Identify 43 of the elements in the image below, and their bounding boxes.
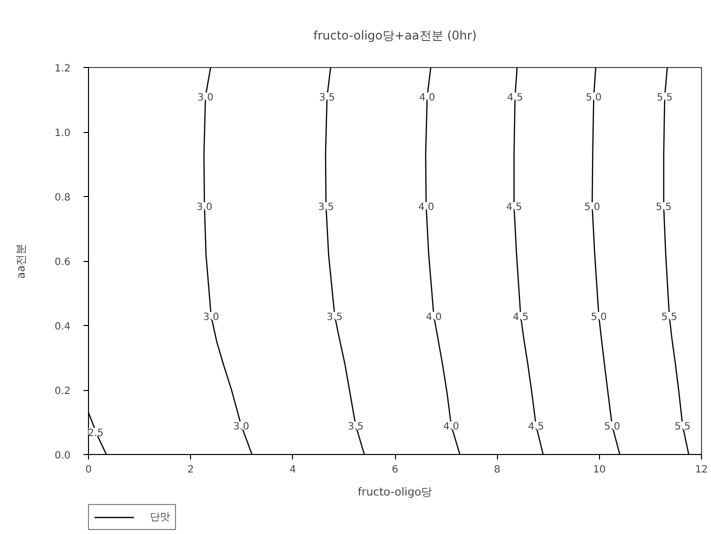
y-tick-label: 0.0 xyxy=(54,450,71,462)
annotation: 5.0 xyxy=(604,421,620,432)
y-axis-title: aa전분 xyxy=(14,243,28,279)
x-tick-label: 4 xyxy=(290,464,296,476)
annotation: 5.0 xyxy=(586,92,602,104)
annotation: 4.0 xyxy=(419,92,436,104)
legend-label: 단맛 xyxy=(150,511,170,524)
annotation: 4.0 xyxy=(443,421,460,432)
annotation: 3.0 xyxy=(233,421,250,432)
x-tick-label: 8 xyxy=(494,464,500,476)
annotation: 2.5 xyxy=(88,428,104,439)
annotation: 4.5 xyxy=(528,421,544,432)
annotation: 5.5 xyxy=(661,312,678,323)
annotation: 4.0 xyxy=(418,202,434,214)
annotation: 5.5 xyxy=(656,202,672,214)
annotation: 5.5 xyxy=(674,421,691,432)
annotation: 3.0 xyxy=(198,92,214,104)
x-tick-label: 12 xyxy=(695,464,708,476)
annotation: 3.5 xyxy=(326,312,343,323)
annotation: 5.0 xyxy=(584,202,600,214)
annotation: 3.0 xyxy=(196,202,212,214)
annotation: 3.5 xyxy=(319,92,336,104)
annotation: 3.5 xyxy=(318,202,334,214)
y-tick-label: 0.6 xyxy=(54,257,71,268)
annotation: 5.5 xyxy=(656,92,673,104)
annotation: 3.5 xyxy=(348,421,364,432)
y-tick-label: 0.8 xyxy=(54,192,71,204)
y-tick-label: 0.2 xyxy=(54,386,71,397)
y-tick-label: 1.0 xyxy=(54,128,71,139)
annotation: 3.0 xyxy=(203,312,220,323)
annotation: 4.5 xyxy=(507,92,523,104)
annotation: 4.5 xyxy=(506,202,522,214)
x-tick-label: 6 xyxy=(392,464,398,476)
annotation: 4.0 xyxy=(426,312,442,323)
y-tick-label: 0.4 xyxy=(54,322,71,332)
x-tick-label: 2 xyxy=(187,464,194,476)
x-tick-label: 10 xyxy=(592,464,606,476)
annotation: 4.5 xyxy=(512,312,529,323)
x-tick-label: 0 xyxy=(85,464,92,476)
x-axis-title: fructo-oligo당 xyxy=(358,486,432,498)
chart-title: fructo-oligo당+aa전분 (0hr) xyxy=(313,28,477,42)
y-tick-label: 1.2 xyxy=(54,64,71,74)
annotation: 5.0 xyxy=(590,312,607,323)
